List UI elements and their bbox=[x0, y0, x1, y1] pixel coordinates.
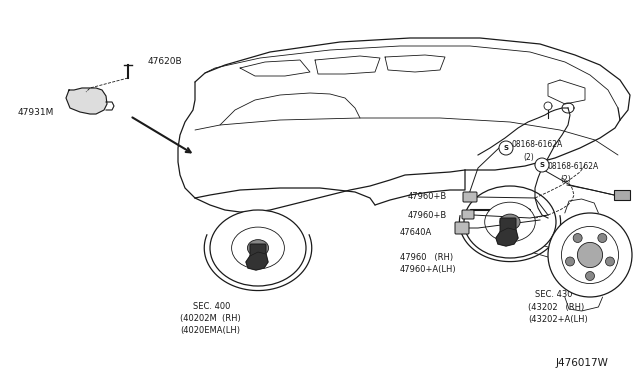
Polygon shape bbox=[496, 228, 518, 246]
FancyBboxPatch shape bbox=[500, 218, 516, 234]
Text: S: S bbox=[540, 162, 545, 168]
FancyBboxPatch shape bbox=[463, 192, 477, 202]
Text: (43202+A(LH): (43202+A(LH) bbox=[528, 315, 588, 324]
Text: S: S bbox=[504, 145, 509, 151]
FancyBboxPatch shape bbox=[462, 210, 474, 219]
Ellipse shape bbox=[210, 210, 306, 286]
Text: J476017W: J476017W bbox=[556, 358, 609, 368]
Text: (2): (2) bbox=[523, 153, 534, 162]
Polygon shape bbox=[246, 252, 268, 270]
Circle shape bbox=[561, 227, 618, 283]
Ellipse shape bbox=[464, 186, 556, 258]
Text: 08168-6162A: 08168-6162A bbox=[512, 140, 563, 149]
Text: (2): (2) bbox=[560, 175, 571, 184]
Text: (4020EMA(LH): (4020EMA(LH) bbox=[180, 326, 240, 335]
Text: 47931M: 47931M bbox=[18, 108, 54, 117]
Circle shape bbox=[566, 257, 575, 266]
Circle shape bbox=[598, 234, 607, 243]
Ellipse shape bbox=[484, 202, 535, 242]
Circle shape bbox=[577, 243, 603, 267]
FancyBboxPatch shape bbox=[455, 222, 469, 234]
Text: 08168-6162A: 08168-6162A bbox=[548, 162, 599, 171]
Text: (43202   (RH): (43202 (RH) bbox=[528, 303, 584, 312]
Text: SEC. 430: SEC. 430 bbox=[535, 290, 573, 299]
Text: 47620B: 47620B bbox=[148, 57, 182, 66]
Circle shape bbox=[499, 141, 513, 155]
Circle shape bbox=[586, 272, 595, 280]
Text: 47640A: 47640A bbox=[400, 228, 432, 237]
Text: 47960+B: 47960+B bbox=[408, 192, 447, 201]
Ellipse shape bbox=[248, 240, 269, 256]
Ellipse shape bbox=[232, 227, 284, 269]
Ellipse shape bbox=[500, 214, 520, 230]
Text: 47960   (RH): 47960 (RH) bbox=[400, 253, 453, 262]
Circle shape bbox=[573, 234, 582, 243]
Text: (40202M  (RH): (40202M (RH) bbox=[180, 314, 241, 323]
Polygon shape bbox=[66, 88, 107, 114]
FancyBboxPatch shape bbox=[614, 190, 630, 200]
Text: 47960+B: 47960+B bbox=[408, 211, 447, 220]
Circle shape bbox=[535, 158, 549, 172]
Text: 47960+A(LH): 47960+A(LH) bbox=[400, 265, 456, 274]
Text: SEC. 400: SEC. 400 bbox=[193, 302, 230, 311]
Circle shape bbox=[605, 257, 614, 266]
Circle shape bbox=[548, 213, 632, 297]
FancyBboxPatch shape bbox=[250, 244, 266, 260]
